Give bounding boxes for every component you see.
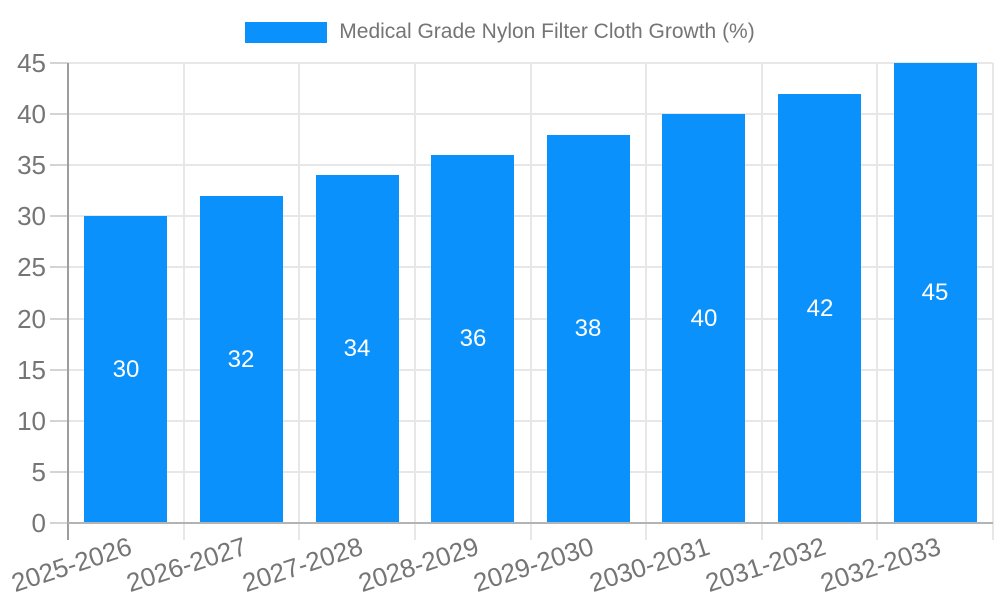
y-axis-label: 25 [17, 252, 46, 282]
y-axis-label: 45 [17, 48, 46, 78]
bar [778, 94, 861, 523]
bar [547, 135, 630, 523]
y-tick [50, 522, 68, 524]
y-axis-line [67, 63, 69, 540]
bar [200, 196, 283, 523]
bar-value-label: 38 [574, 315, 602, 342]
bar-value-label: 30 [112, 356, 140, 383]
y-tick [50, 318, 68, 320]
y-tick [50, 420, 68, 422]
v-gridline [876, 63, 878, 540]
bar-value-label: 32 [227, 346, 255, 373]
v-gridline [414, 63, 416, 540]
bar [662, 114, 745, 523]
bar-value-label: 40 [690, 305, 718, 332]
v-gridline [761, 63, 763, 540]
y-axis-label: 15 [17, 355, 46, 385]
y-axis-label: 0 [31, 508, 46, 538]
legend-item[interactable]: Medical Grade Nylon Filter Cloth Growth … [245, 20, 755, 44]
bar-value-label: 42 [806, 295, 834, 322]
bar-value-label: 34 [343, 335, 371, 362]
y-tick [50, 164, 68, 166]
bar [316, 175, 399, 523]
v-gridline [298, 63, 300, 540]
y-tick [50, 113, 68, 115]
bar [84, 216, 167, 523]
y-tick [50, 215, 68, 217]
bar [431, 155, 514, 523]
y-axis-label: 5 [31, 457, 46, 487]
y-axis-label: 35 [17, 150, 46, 180]
v-gridline [645, 63, 647, 540]
chart-legend: Medical Grade Nylon Filter Cloth Growth … [0, 20, 1000, 44]
y-axis-label: 20 [17, 304, 46, 334]
y-tick [50, 62, 68, 64]
legend-swatch-icon [245, 21, 328, 43]
bar-value-label: 36 [459, 325, 487, 352]
y-axis-label: 10 [17, 406, 46, 436]
y-tick [50, 471, 68, 473]
v-gridline [530, 63, 532, 540]
x-baseline [68, 522, 993, 524]
y-axis-label: 40 [17, 99, 46, 129]
v-gridline [183, 63, 185, 540]
y-axis-label: 30 [17, 201, 46, 231]
y-tick [50, 266, 68, 268]
y-tick [50, 369, 68, 371]
bar [894, 63, 977, 523]
v-gridline [992, 63, 994, 540]
legend-label: Medical Grade Nylon Filter Cloth Growth … [339, 20, 755, 43]
bar-value-label: 45 [921, 279, 949, 306]
